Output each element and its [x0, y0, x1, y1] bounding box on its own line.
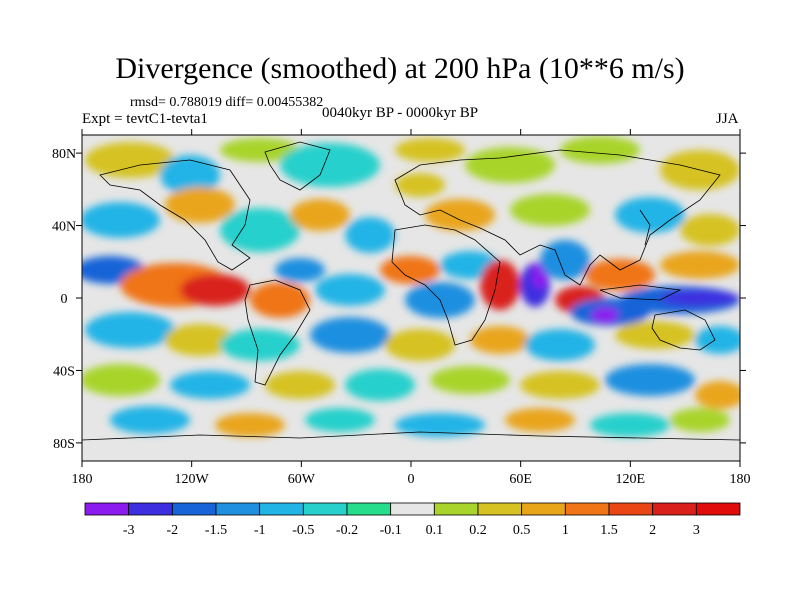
colorbar-label: -0.5	[292, 523, 314, 538]
lat-axis: 80N 40N 0 40S 80S	[52, 147, 746, 452]
lon-tick-label: 0	[408, 472, 415, 487]
lon-tick-label: 60W	[288, 472, 316, 487]
colorbar-label: -3	[123, 523, 135, 538]
colorbar-swatch	[477, 502, 523, 516]
colorbar-swatch	[652, 502, 697, 516]
colorbar-label: 3	[693, 523, 700, 538]
colorbar-swatch	[259, 502, 304, 516]
lon-tick-label: 180	[730, 472, 751, 487]
coastlines	[82, 141, 740, 441]
colorbar-label: -0.2	[336, 523, 358, 538]
colorbar-swatch	[302, 502, 348, 516]
colorbar-swatch	[390, 502, 435, 516]
colorbar-label: -1	[254, 523, 266, 538]
lat-tick-label: 80N	[52, 147, 76, 162]
stats-label: rmsd= 0.788019 diff= 0.00455382	[130, 95, 324, 110]
colorbar-swatch	[128, 502, 173, 516]
colorbar-swatch	[433, 502, 479, 516]
period-label: 0040kyr BP - 0000kyr BP	[322, 105, 479, 121]
colorbar-swatch	[695, 502, 741, 516]
colorbar-swatch	[608, 502, 654, 516]
colorbar-swatch	[171, 502, 217, 516]
colorbar-label: 0.5	[513, 523, 531, 538]
field-blobs	[82, 136, 740, 437]
lat-tick-label: 40S	[53, 364, 75, 379]
colorbar: -3 -2 -1.5 -1 -0.5 -0.2 -0.1 0.1 0.2 0.5 1 1.5 2 3	[84, 502, 741, 538]
lon-tick-label: 60E	[509, 472, 532, 487]
colorbar-label: 0.2	[469, 523, 487, 538]
season-label: JJA	[716, 111, 739, 127]
colorbar-swatch	[346, 502, 392, 516]
colorbar-label: 1	[562, 523, 569, 538]
map-field	[82, 135, 740, 461]
colorbar-swatch	[84, 502, 130, 516]
colorbar-swatch	[521, 502, 566, 516]
lat-tick-label: 0	[61, 292, 68, 307]
lon-tick-label: 120W	[175, 472, 210, 487]
experiment-label: Expt = tevtC1-tevta1	[82, 111, 208, 127]
colorbar-label: -0.1	[380, 523, 402, 538]
lon-tick-label: 120E	[616, 472, 646, 487]
colorbar-label: -2	[166, 523, 178, 538]
lon-axis: 180 120W 60W 0 60E 120E 180	[72, 129, 751, 487]
colorbar-swatch	[564, 502, 610, 516]
colorbar-label: -1.5	[205, 523, 227, 538]
lat-tick-label: 40N	[52, 220, 76, 235]
plot-title: Divergence (smoothed) at 200 hPa (10**6 …	[115, 52, 685, 85]
lat-tick-label: 80S	[53, 437, 75, 452]
colorbar-label: 0.1	[426, 523, 444, 538]
colorbar-swatch	[215, 502, 261, 516]
colorbar-label: 2	[649, 523, 656, 538]
colorbar-label: 1.5	[600, 523, 618, 538]
lon-tick-label: 180	[72, 472, 93, 487]
